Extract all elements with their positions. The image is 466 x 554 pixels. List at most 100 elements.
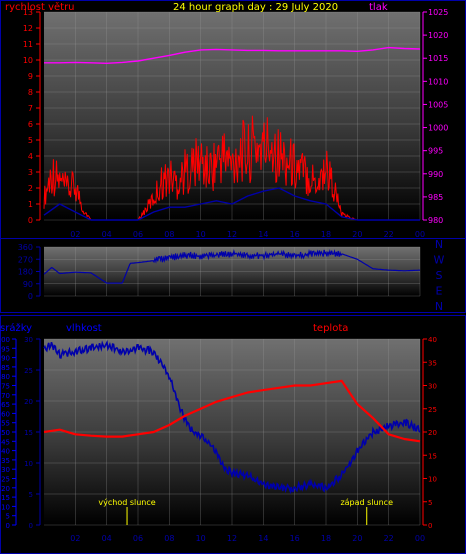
- rain-tick-label: 70: [1, 392, 10, 400]
- wind-x-tick-label: 10: [196, 230, 206, 239]
- pressure-tick-label: 980: [428, 216, 443, 225]
- wind-tick-label: 3: [28, 168, 33, 177]
- wind-tick-label: 7: [28, 104, 33, 113]
- wind-tick-label: 12: [23, 24, 33, 33]
- rain-tick-label: 50: [1, 429, 10, 437]
- wind-x-tick-label: 02: [70, 230, 80, 239]
- temperature-tick-label: 5: [428, 499, 432, 507]
- rain-tick-label: 25: [1, 476, 10, 484]
- pressure-tick-label: 1020: [428, 31, 448, 40]
- wind-direction-line: [43, 248, 421, 284]
- humidity-tick-label: 30: [24, 336, 33, 344]
- temp-x-tick-label: 08: [164, 534, 174, 543]
- wind-average-line: [43, 187, 420, 221]
- wind-tick-label: 0: [28, 216, 33, 225]
- humidity-axis-label: vlhkost: [66, 323, 102, 334]
- rain-tick-label: 85: [1, 364, 10, 372]
- wind-tick-label: 4: [28, 152, 33, 161]
- temperature-tick-label: 30: [428, 383, 437, 391]
- pressure-tick-label: 995: [428, 147, 443, 156]
- temp-x-tick-label: 00: [415, 534, 425, 543]
- temperature-tick-label: 35: [428, 359, 437, 367]
- rain-tick-label: 35: [1, 457, 10, 465]
- temp-x-tick-label: 22: [384, 534, 394, 543]
- wind-x-tick-label: 20: [352, 230, 362, 239]
- wind-x-tick-label: 16: [290, 230, 300, 239]
- sun-annotation: východ slunce: [98, 498, 155, 507]
- temp-x-tick-label: 16: [290, 534, 300, 543]
- temp-x-tick-label: 12: [227, 534, 237, 543]
- humidity-tick-label: 5: [29, 491, 33, 499]
- pressure-tick-label: 990: [428, 170, 443, 179]
- rain-tick-label: 100: [0, 336, 10, 344]
- wind-tick-label: 5: [28, 136, 33, 145]
- temperature-axis-label: teplota: [313, 323, 348, 334]
- rain-tick-label: 40: [1, 448, 10, 456]
- temperature-tick-label: 25: [428, 406, 437, 414]
- temp-x-tick-label: 18: [321, 534, 331, 543]
- rain-tick-label: 20: [1, 485, 10, 493]
- direction-tick-label: 360: [18, 243, 33, 252]
- wind-x-tick-label: 06: [133, 230, 143, 239]
- direction-tick-label: 270: [18, 255, 33, 264]
- temperature-tick-label: 40: [428, 336, 437, 344]
- wind-x-tick-label: 08: [164, 230, 174, 239]
- rain-tick-label: 15: [1, 494, 10, 502]
- wind-tick-label: 11: [23, 40, 33, 49]
- pressure-axis-label: tlak: [369, 2, 388, 13]
- pressure-line: [44, 46, 421, 64]
- sun-annotation: západ slunce: [340, 498, 393, 507]
- wind-x-tick-label: 14: [258, 230, 268, 239]
- humidity-tick-label: 10: [24, 460, 33, 468]
- temp-x-tick-label: 20: [352, 534, 362, 543]
- compass-label: N: [435, 238, 443, 251]
- wind-x-tick-label: 04: [102, 230, 112, 239]
- temp-x-tick-label: 06: [133, 534, 143, 543]
- rain-tick-label: 5: [6, 513, 10, 521]
- humidity-tick-label: 0: [29, 522, 33, 530]
- rain-tick-label: 45: [1, 438, 10, 446]
- wind-tick-label: 1: [28, 200, 33, 209]
- rain-tick-label: 95: [1, 345, 10, 353]
- direction-tick-label: 180: [18, 268, 33, 277]
- wind-tick-label: 6: [28, 120, 33, 129]
- wind-axis-label: rychlost větru: [5, 1, 75, 13]
- temperature-line: [43, 379, 421, 443]
- pressure-tick-label: 1005: [428, 100, 448, 109]
- temp-x-tick-label: 14: [258, 534, 268, 543]
- wind-x-tick-label: 18: [321, 230, 331, 239]
- wind-tick-label: 13: [23, 8, 33, 17]
- temp-x-tick-label: 04: [102, 534, 112, 543]
- rain-tick-label: 0: [6, 522, 10, 530]
- page-title: 24 hour graph day : 29 July 2020: [173, 2, 338, 13]
- rain-tick-label: 75: [1, 383, 10, 391]
- rain-tick-label: 80: [1, 373, 10, 381]
- rain-tick-label: 60: [1, 410, 10, 418]
- rain-tick-label: 65: [1, 401, 10, 409]
- wind-x-tick-label: 12: [227, 230, 237, 239]
- compass-label: W: [434, 254, 445, 267]
- pressure-tick-label: 1000: [428, 124, 448, 133]
- temperature-tick-label: 15: [428, 452, 437, 460]
- direction-tick-label: 90: [23, 280, 33, 289]
- rain-tick-label: 30: [1, 466, 10, 474]
- temperature-tick-label: 20: [428, 429, 437, 437]
- temp-x-tick-label: 02: [70, 534, 80, 543]
- wind-tick-label: 9: [28, 72, 33, 81]
- temp-x-tick-label: 10: [196, 534, 206, 543]
- rain-tick-label: 55: [1, 420, 10, 428]
- compass-label: N: [435, 300, 443, 313]
- temperature-tick-label: 10: [428, 476, 437, 484]
- compass-label: S: [436, 269, 443, 282]
- rain-tick-label: 10: [1, 503, 10, 511]
- wind-tick-label: 2: [28, 184, 33, 193]
- rain-tick-label: 90: [1, 355, 10, 363]
- direction-tick-label: 0: [28, 292, 33, 301]
- humidity-line: [43, 340, 421, 495]
- humidity-tick-label: 15: [24, 429, 33, 437]
- humidity-tick-label: 25: [24, 367, 33, 375]
- pressure-tick-label: 1010: [428, 77, 448, 86]
- wind-x-tick-label: 00: [415, 230, 425, 239]
